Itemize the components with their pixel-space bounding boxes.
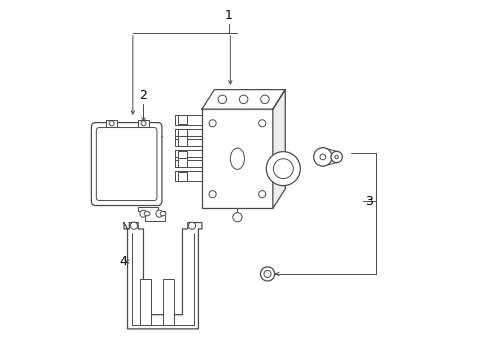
Circle shape: [188, 222, 195, 229]
Text: 4: 4: [119, 255, 126, 268]
Bar: [178, 158, 187, 167]
Polygon shape: [138, 207, 164, 221]
Circle shape: [330, 151, 342, 163]
Polygon shape: [272, 90, 285, 208]
Bar: [138, 120, 148, 127]
Bar: [202, 109, 272, 208]
Circle shape: [130, 222, 137, 229]
Circle shape: [141, 121, 145, 126]
Text: 3: 3: [364, 195, 372, 208]
Circle shape: [156, 210, 163, 217]
FancyBboxPatch shape: [91, 123, 162, 206]
Circle shape: [218, 95, 226, 104]
Bar: [178, 150, 187, 160]
Ellipse shape: [230, 148, 244, 169]
Circle shape: [273, 159, 293, 179]
Circle shape: [109, 121, 114, 126]
Circle shape: [209, 191, 216, 198]
Text: 1: 1: [224, 9, 232, 22]
Circle shape: [232, 213, 242, 222]
Ellipse shape: [160, 212, 165, 216]
Circle shape: [140, 210, 147, 217]
Polygon shape: [124, 222, 202, 329]
Circle shape: [258, 191, 265, 198]
Circle shape: [266, 152, 300, 186]
Bar: [106, 120, 117, 127]
Bar: [140, 279, 150, 325]
Bar: [178, 172, 187, 181]
Bar: [163, 279, 173, 325]
Circle shape: [313, 148, 331, 166]
Circle shape: [239, 95, 247, 104]
Bar: [178, 136, 187, 145]
FancyBboxPatch shape: [96, 127, 157, 201]
Bar: [178, 129, 187, 139]
Text: 2: 2: [139, 89, 147, 102]
Bar: [178, 115, 187, 124]
Circle shape: [334, 155, 338, 159]
Circle shape: [258, 120, 265, 127]
Polygon shape: [202, 90, 285, 109]
Circle shape: [260, 267, 274, 281]
Circle shape: [264, 270, 270, 278]
Circle shape: [319, 154, 325, 160]
Circle shape: [260, 95, 268, 104]
Circle shape: [209, 120, 216, 127]
Ellipse shape: [144, 212, 149, 216]
